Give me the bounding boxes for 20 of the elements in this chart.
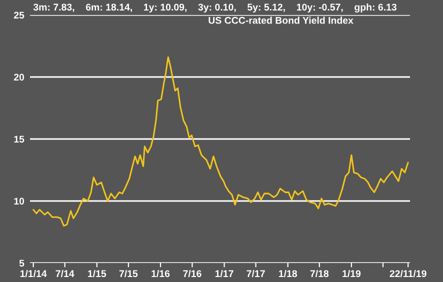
chart-subtitle: US CCC-rated Bond Yield Index [208, 16, 354, 24]
x-tick-label: 7/15 [119, 270, 138, 278]
y-tick-label: 20 [14, 74, 24, 81]
chart-title: 3m: 7.83, 6m: 18.14, 1y: 10.09, 3y: 0.10, 5y: 5.12, 10y: -0.57, gph: 6.13 [33, 3, 397, 13]
y-tick-label: 15 [14, 136, 24, 143]
x-tick-label: 1/17 [215, 270, 234, 278]
x-tick-label: 1/16 [152, 270, 170, 278]
x-tick-label: 7/17 [246, 270, 265, 278]
x-tick-label: 1/18 [279, 270, 298, 278]
x-tick-label: 7/18 [310, 270, 329, 278]
line-series [32, 56, 409, 227]
y-tick-label: 25 [14, 12, 24, 19]
x-tick-label: 1/1/14 [20, 270, 47, 278]
x-tick-label: 7/14 [56, 270, 74, 278]
y-tick-label: 10 [14, 198, 24, 205]
x-tick-label: 22/11/19 [390, 270, 426, 278]
x-tick-label: 1/15 [88, 270, 106, 278]
y-tick-label: 5 [19, 260, 24, 267]
x-tick-label: 1/19 [342, 270, 361, 278]
x-tick-label: 7/16 [183, 270, 202, 278]
